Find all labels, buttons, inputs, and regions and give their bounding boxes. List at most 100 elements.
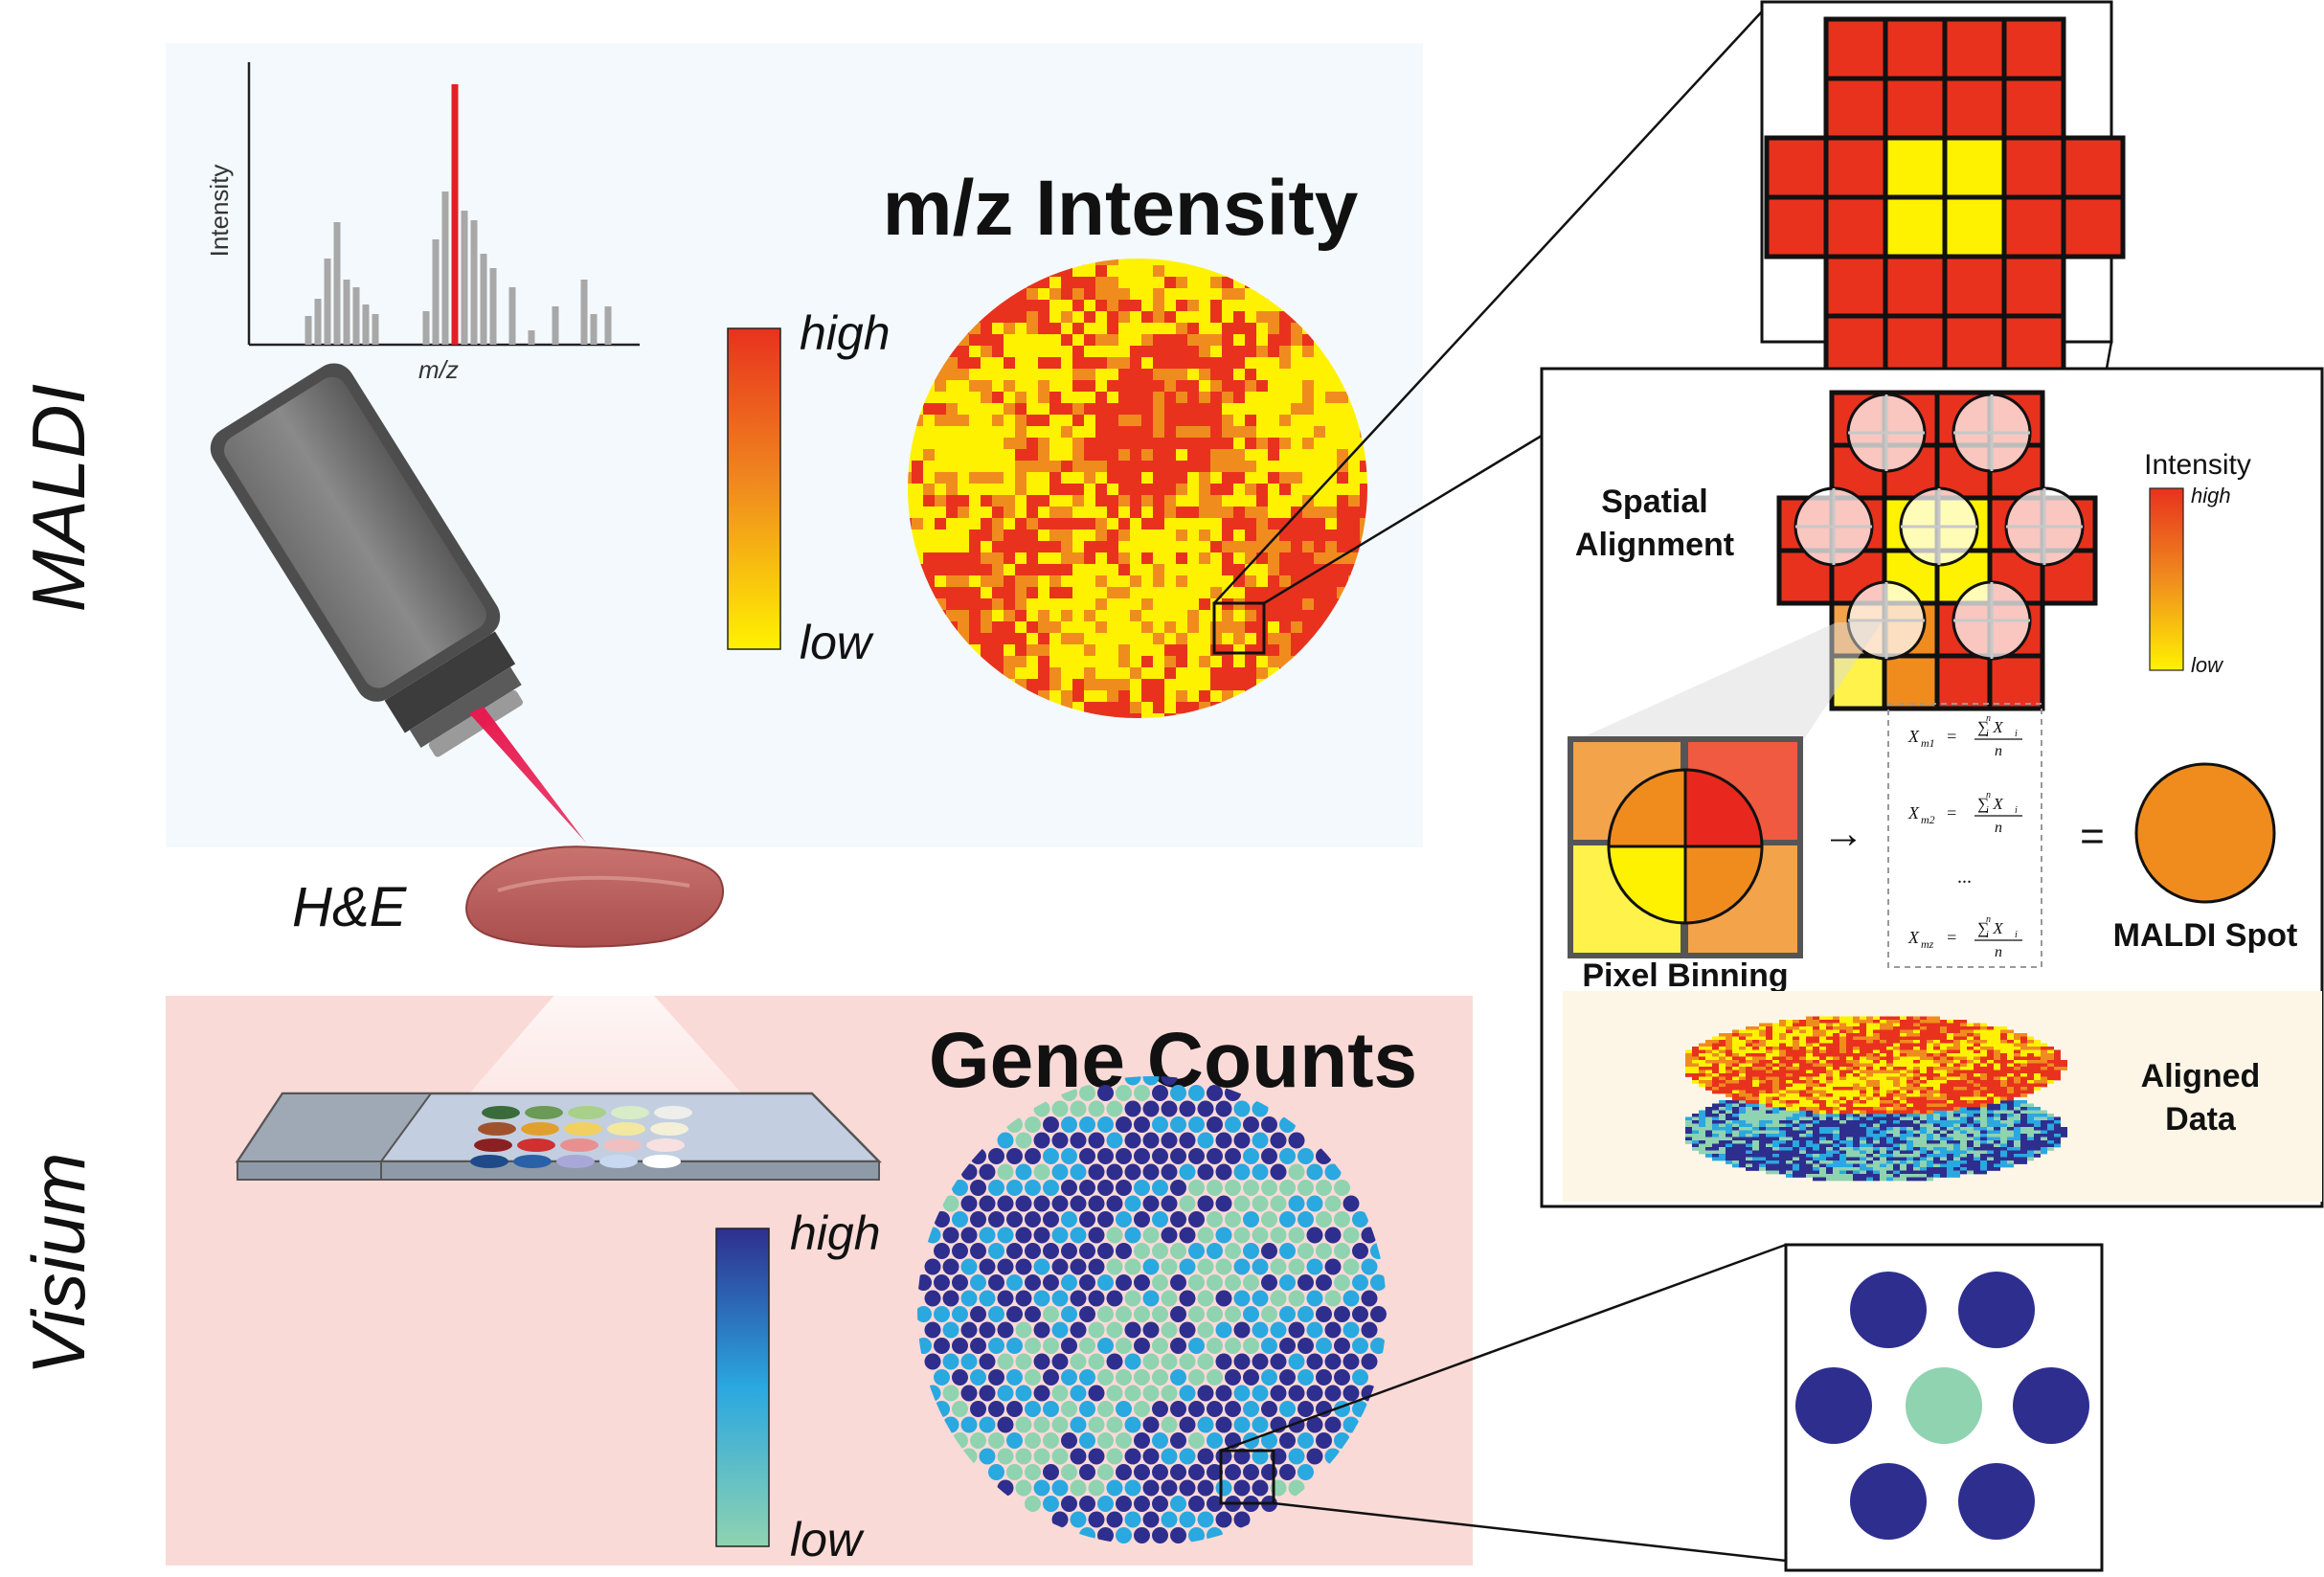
aligned-heat-layer-cell: [1933, 1096, 1940, 1101]
aligned-gene-layer-cell: [1719, 1123, 1726, 1128]
aligned-heat-layer-cell: [1813, 1076, 1819, 1081]
maldi-pixel: [1130, 552, 1141, 564]
aligned-heat-layer-cell: [1826, 1076, 1833, 1081]
maldi-pixel: [1072, 449, 1084, 461]
aligned-heat-layer-cell: [1987, 1096, 1994, 1101]
visium-spot: [1142, 1353, 1160, 1370]
maldi-pixel: [1095, 564, 1107, 575]
aligned-heat-layer-cell: [1839, 1110, 1846, 1115]
aligned-heat-layer-cell: [1833, 1063, 1839, 1068]
aligned-heat-layer-cell: [1953, 1043, 1960, 1048]
aligned-gene-layer-cell: [1712, 1150, 1719, 1155]
maldi-pixel: [969, 575, 981, 587]
visium-spot: [1161, 1163, 1178, 1181]
maldi-pixel: [981, 529, 992, 541]
aligned-gene-layer-cell: [1793, 1147, 1799, 1151]
aligned-gene-layer-cell: [1893, 1170, 1900, 1175]
aligned-gene-layer-cell: [1746, 1147, 1752, 1151]
aligned-heat-layer-cell: [1886, 1083, 1893, 1088]
maldi-pixel: [1291, 415, 1302, 426]
aligned-gene-layer-cell: [1953, 1157, 1960, 1161]
visium-spot: [1025, 1274, 1041, 1291]
maldi-pixel: [1004, 346, 1015, 357]
maldi-pixel: [1164, 380, 1176, 392]
aligned-heat-layer-cell: [1786, 1023, 1793, 1027]
aligned-gene-layer-cell: [2047, 1120, 2054, 1124]
aligned-gene-layer-cell: [1987, 1103, 1994, 1108]
maldi-pixel: [1337, 449, 1348, 461]
visium-spot: [1043, 1496, 1059, 1512]
aligned-gene-layer-cell: [1860, 1174, 1866, 1178]
aligned-heat-layer-cell: [1920, 1083, 1927, 1088]
aligned-gene-layer-cell: [1786, 1130, 1793, 1135]
aligned-gene-layer-cell: [1947, 1120, 1953, 1124]
visium-spot: [1124, 1416, 1141, 1433]
maldi-pixel: [1038, 518, 1049, 529]
maldi-pixel: [1199, 621, 1210, 633]
maldi-pixel: [1256, 461, 1268, 472]
aligned-heat-layer-cell: [1947, 1053, 1953, 1057]
visium-spot: [1142, 1416, 1160, 1433]
aligned-heat-layer-cell: [1819, 1076, 1826, 1081]
aligned-heat-layer-cell: [1907, 1087, 1913, 1091]
aligned-heat-layer-cell: [2041, 1053, 2047, 1057]
aligned-heat-layer-cell: [1860, 1063, 1866, 1068]
aligned-heat-layer-cell: [1980, 1060, 1987, 1064]
visium-spot: [1161, 1132, 1178, 1149]
aligned-heat-layer-cell: [1920, 1020, 1927, 1024]
aligned-heat-layer-cell: [1826, 1087, 1833, 1091]
aligned-heat-layer-cell: [1967, 1090, 1974, 1094]
aligned-gene-layer-cell: [2007, 1147, 2014, 1151]
aligned-heat-layer-cell: [1739, 1096, 1746, 1101]
formula-sum-upper: n: [1986, 914, 1991, 925]
zoom-grid-pixel: [1883, 194, 1948, 259]
maldi-pixel: [1279, 507, 1291, 518]
zoom-grid-pixel: [1764, 135, 1829, 200]
visium-spot: [1316, 1338, 1332, 1354]
maldi-pixel: [969, 484, 981, 495]
aligned-gene-layer-cell: [1759, 1157, 1766, 1161]
visium-spot: [1297, 1211, 1314, 1228]
maldi-pixel: [1325, 575, 1337, 587]
aligned-heat-layer-cell: [1947, 1100, 1953, 1104]
visium-spot: [1116, 1496, 1132, 1512]
aligned-heat-layer-cell: [1833, 1036, 1839, 1041]
aligned-gene-layer-cell: [1907, 1116, 1913, 1121]
aligned-heat-layer-cell: [1927, 1083, 1933, 1088]
maldi-pixel: [1118, 288, 1130, 300]
aligned-heat-layer-cell: [1860, 1073, 1866, 1077]
aligned-gene-layer-cell: [1779, 1170, 1786, 1175]
aligned-heat-layer-cell: [1853, 1083, 1860, 1088]
aligned-heat-layer-cell: [2000, 1070, 2007, 1074]
maldi-pixel: [1084, 288, 1095, 300]
aligned-heat-layer-cell: [1826, 1103, 1833, 1108]
aligned-heat-layer-cell: [2034, 1060, 2041, 1064]
maldi-pixel: [1084, 392, 1095, 403]
maldi-pixel: [1199, 415, 1210, 426]
maldi-pixel: [1095, 346, 1107, 357]
aligned-heat-layer-cell: [1833, 1040, 1839, 1044]
aligned-gene-layer-cell: [1960, 1123, 1967, 1128]
aligned-gene-layer-cell: [1826, 1157, 1833, 1161]
visium-spot: [1079, 1180, 1095, 1196]
aligned-heat-layer-cell: [1907, 1073, 1913, 1077]
maldi-pixel: [1153, 564, 1164, 575]
aligned-gene-layer-cell: [1793, 1127, 1799, 1131]
visium-spot: [1106, 1511, 1123, 1528]
aligned-gene-layer-cell: [2000, 1150, 2007, 1155]
zoom-grid-pixel: [1942, 194, 2007, 259]
aligned-gene-layer-cell: [1987, 1150, 1994, 1155]
maldi-pixel: [1141, 656, 1153, 667]
aligned-heat-layer-cell: [1880, 1080, 1886, 1084]
aligned-heat-layer-cell: [1793, 1093, 1799, 1097]
visium-spot: [988, 1211, 1004, 1228]
aligned-heat-layer-cell: [1853, 1110, 1860, 1115]
maldi-pixel: [923, 495, 935, 507]
aligned-heat-layer-cell: [1813, 1060, 1819, 1064]
maldi-pixel: [1233, 334, 1245, 346]
aligned-gene-layer-cell: [1920, 1137, 1927, 1141]
aligned-heat-layer-cell: [1699, 1070, 1705, 1074]
visium-spot: [997, 1385, 1014, 1402]
maldi-pixel: [1072, 541, 1084, 552]
aligned-heat-layer-cell: [1752, 1093, 1759, 1097]
